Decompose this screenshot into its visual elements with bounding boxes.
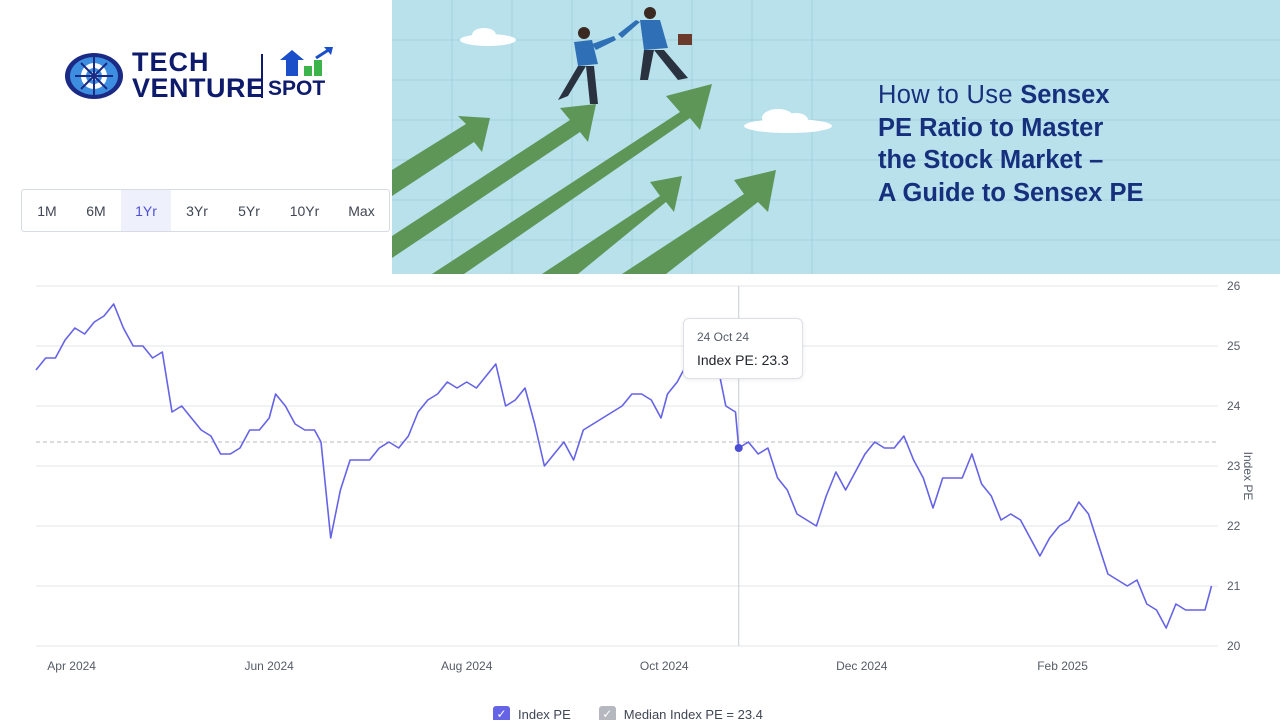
x-tick-label: Feb 2025	[1037, 659, 1088, 673]
globe-logo-icon	[65, 53, 123, 99]
checkbox-checked-icon[interactable]: ✓	[493, 705, 510, 720]
logo-divider	[261, 54, 263, 98]
cloud-icon	[460, 28, 832, 133]
article-banner: How to Use Sensex PE Ratio to Master the…	[392, 0, 1280, 274]
y-tick-label: 26	[1227, 279, 1241, 293]
y-tick-label: 22	[1227, 519, 1241, 533]
range-option-1m[interactable]: 1M	[37, 202, 57, 219]
logo-line-1: TECH	[132, 47, 210, 77]
range-selector: 1M 6M 1Yr 3Yr 5Yr 10Yr Max	[21, 189, 390, 232]
y-tick-label: 24	[1227, 399, 1241, 413]
range-option-6m[interactable]: 6M	[86, 202, 106, 219]
y-tick-label: 25	[1227, 339, 1241, 353]
businessmen-icon	[558, 7, 692, 104]
brand-logo[interactable]: TECH VENTURE SPOT	[64, 46, 344, 106]
checkbox-checked-icon[interactable]: ✓	[598, 705, 616, 720]
legend-item-median[interactable]: ✓ Median Index PE = 23.4	[598, 705, 763, 720]
range-option-max[interactable]: Max	[348, 202, 375, 219]
tooltip-date: 24 Oct 24	[697, 330, 750, 344]
banner-title-light: How to Use	[878, 81, 1021, 109]
chart-tooltip: 24 Oct 24 Index PE: 23.3	[683, 318, 803, 379]
x-tick-label: Oct 2024	[640, 659, 689, 673]
y-axis-title: Index PE	[1241, 452, 1255, 501]
y-tick-label: 20	[1227, 639, 1241, 653]
legend-label-median: Median Index PE = 23.4	[623, 706, 763, 720]
logo-line-2: VENTURE	[132, 73, 265, 103]
legend-item-index-pe[interactable]: ✓ Index PE	[493, 705, 571, 720]
pe-line-chart[interactable]: 20 21 22 23 24 25 26 Apr 2024 Jun 2024 Aug 2024 Oc…	[0, 274, 1280, 720]
range-option-10yr[interactable]: 10Yr	[289, 202, 320, 219]
banner-title-bold-1: Sensex	[1020, 81, 1110, 109]
legend-label-index-pe: Index PE	[518, 706, 571, 720]
growth-arrows-icon	[280, 47, 333, 76]
banner-title: How to Use Sensex PE Ratio to Master the…	[878, 79, 1278, 209]
logo-line-3: SPOT	[268, 77, 326, 100]
highlight-point[interactable]	[734, 444, 743, 452]
rising-arrows-icon	[392, 84, 776, 274]
range-option-5yr[interactable]: 5Yr	[238, 202, 260, 219]
banner-title-bold-3: the Stock Market –	[878, 146, 1104, 174]
chart-legend: ✓ Index PE ✓ Median Index PE = 23.4	[493, 704, 791, 720]
range-option-3yr[interactable]: 3Yr	[186, 202, 208, 219]
series-line-index-pe[interactable]	[35, 303, 1213, 629]
x-tick-label: Dec 2024	[836, 659, 888, 673]
banner-title-bold-4: A Guide to Sensex PE	[878, 178, 1144, 207]
banner-illustration	[392, 0, 1280, 274]
y-tick-label: 21	[1227, 579, 1241, 593]
x-tick-label: Jun 2024	[244, 659, 294, 673]
x-tick-label: Apr 2024	[47, 659, 96, 673]
tooltip-value: Index PE: 23.3	[697, 352, 789, 368]
x-tick-label: Aug 2024	[441, 659, 493, 673]
range-option-1yr[interactable]: 1Yr	[121, 190, 171, 231]
y-tick-label: 23	[1227, 459, 1241, 473]
banner-title-bold-2: PE Ratio to Master	[878, 113, 1104, 142]
